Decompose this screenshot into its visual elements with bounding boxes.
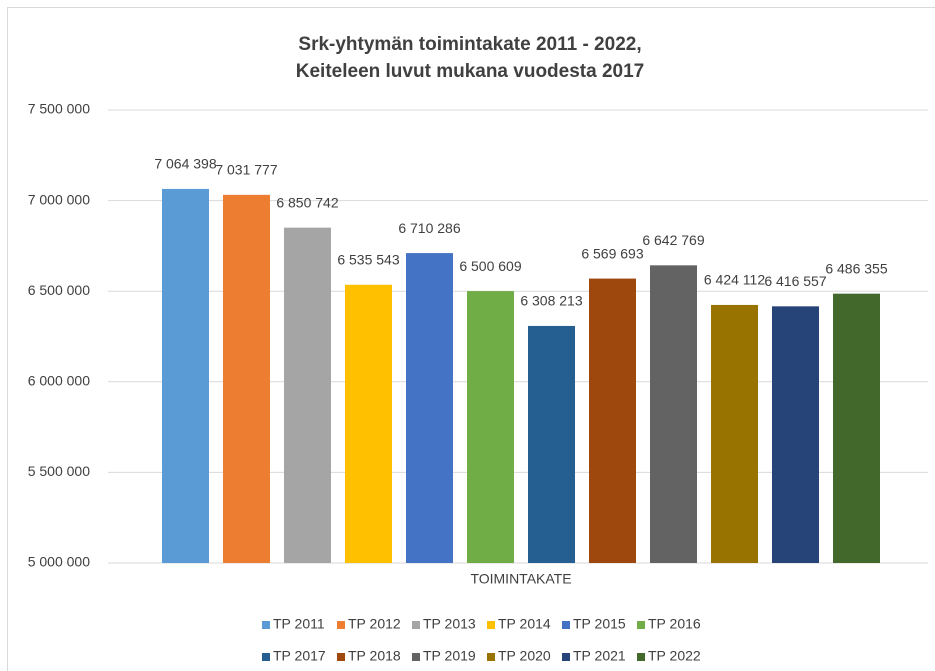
legend-label: TP 2022 [648,648,701,664]
bar [223,194,270,563]
legend-label: TP 2014 [498,616,551,632]
bar [345,284,392,563]
y-tick-label: 6 500 000 [28,282,90,298]
bar [467,291,514,563]
y-tick-label: 5 500 000 [28,463,90,479]
bar [650,265,697,563]
legend-swatch [487,621,495,629]
legend-swatch [637,621,645,629]
bar [162,188,209,563]
bar [406,253,453,563]
legend-label: TP 2013 [423,616,476,632]
legend-swatch [562,621,570,629]
data-label: 6 850 742 [276,194,338,210]
data-label: 6 535 543 [337,251,399,267]
y-tick-label: 7 000 000 [28,191,90,207]
bar [528,325,575,563]
bar [284,227,331,563]
legend-swatch [337,621,345,629]
legend-swatch [487,653,495,661]
legend-label: TP 2017 [273,648,326,664]
legend-label: TP 2018 [348,648,401,664]
data-label: 6 642 769 [642,232,704,248]
legend-swatch [262,653,270,661]
legend-swatch [337,653,345,661]
y-tick-label: 5 000 000 [28,554,90,570]
y-tick-label: 6 000 000 [28,373,90,389]
data-label: 6 500 609 [459,258,521,274]
legend-label: TP 2016 [648,616,701,632]
legend-swatch [637,653,645,661]
legend-label: TP 2019 [423,648,476,664]
bar [833,293,880,563]
legend-swatch [562,653,570,661]
legend-label: TP 2015 [573,616,626,632]
legend-swatch [412,653,420,661]
legend-label: TP 2012 [348,616,401,632]
legend-label: TP 2021 [573,648,626,664]
data-label: 6 308 213 [520,293,582,309]
data-label: 6 486 355 [825,260,887,276]
data-label: 6 710 286 [398,220,460,236]
data-label: 7 064 398 [154,156,216,172]
chart-title: Keiteleen luvut mukana vuodesta 2017 [296,61,644,82]
x-tick-label: TOIMINTAKATE [470,571,571,587]
data-label: 6 416 557 [764,273,826,289]
legend-swatch [412,621,420,629]
legend-label: TP 2020 [498,648,551,664]
legend-swatch [262,621,270,629]
data-label: 6 569 693 [581,245,643,261]
bar [589,278,636,563]
bar [711,304,758,563]
legend-label: TP 2011 [273,616,325,632]
data-label: 7 031 777 [215,162,277,178]
y-tick-label: 7 500 000 [28,101,90,117]
bar [772,306,819,563]
data-label: 6 424 112 [704,272,765,288]
chart-title: Srk-yhtymän toimintakate 2011 - 2022, [298,34,641,55]
